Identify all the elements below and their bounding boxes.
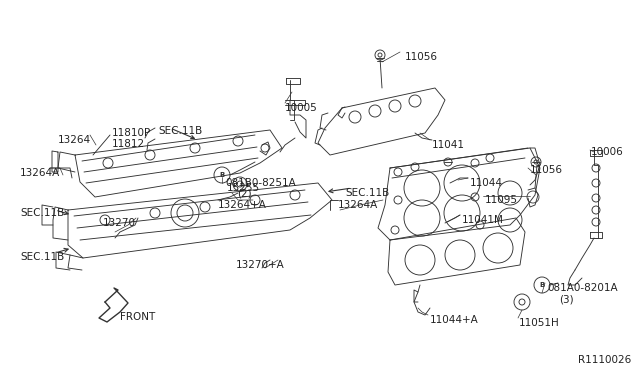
Text: B: B <box>220 172 225 178</box>
Text: 11051H: 11051H <box>519 318 560 328</box>
Text: 11041: 11041 <box>432 140 465 150</box>
Text: 11095: 11095 <box>485 195 518 205</box>
Text: 13264A: 13264A <box>338 200 378 210</box>
Text: 11810P: 11810P <box>112 128 151 138</box>
Text: 11044: 11044 <box>470 178 503 188</box>
Text: SEC.11B: SEC.11B <box>20 208 64 218</box>
Text: 10006: 10006 <box>591 147 624 157</box>
Text: 13264A: 13264A <box>20 168 60 178</box>
Text: SEC.11B: SEC.11B <box>345 188 389 198</box>
Text: SEC.11B: SEC.11B <box>20 252 64 262</box>
Text: 11056: 11056 <box>405 52 438 62</box>
Text: SEC.11B: SEC.11B <box>158 126 202 136</box>
Text: 10005: 10005 <box>285 103 317 113</box>
Text: 13264: 13264 <box>58 135 91 145</box>
Text: FRONT: FRONT <box>120 312 156 322</box>
Text: 081B0-8251A: 081B0-8251A <box>225 178 296 188</box>
Text: 13270+A: 13270+A <box>236 260 285 270</box>
Text: 15255: 15255 <box>227 183 260 193</box>
Text: R1110026: R1110026 <box>578 355 631 365</box>
Text: 11812: 11812 <box>112 139 145 149</box>
Text: 11041M: 11041M <box>462 215 504 225</box>
Text: (3): (3) <box>559 294 573 304</box>
Text: 11044+A: 11044+A <box>430 315 479 325</box>
Text: B: B <box>540 282 545 288</box>
Text: (2): (2) <box>237 189 252 199</box>
Text: 13264+A: 13264+A <box>218 200 267 210</box>
Text: 11056: 11056 <box>530 165 563 175</box>
Text: 13270: 13270 <box>103 218 136 228</box>
Text: 081A0-8201A: 081A0-8201A <box>547 283 618 293</box>
